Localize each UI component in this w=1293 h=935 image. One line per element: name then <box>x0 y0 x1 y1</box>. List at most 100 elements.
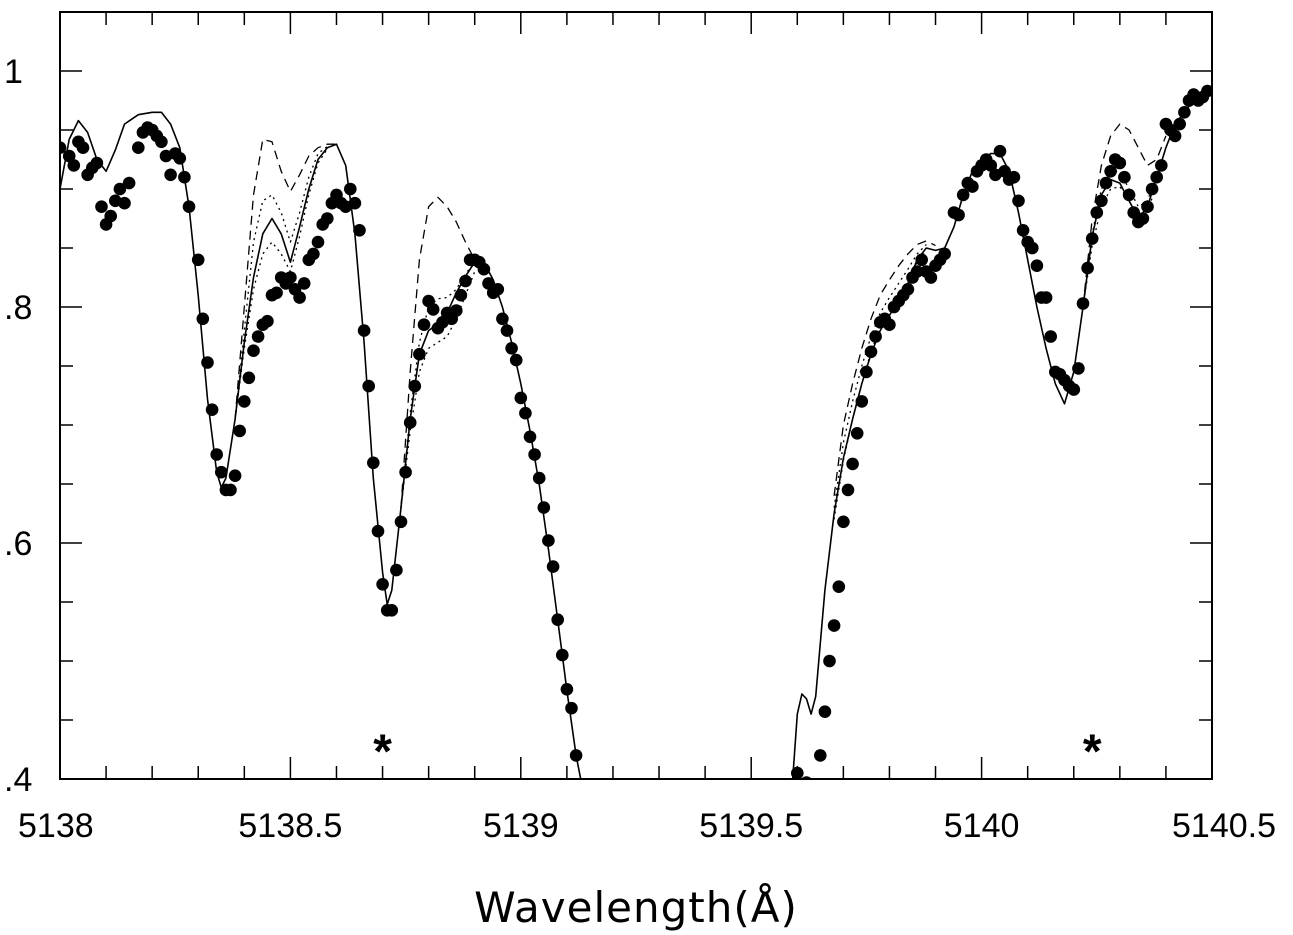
observed-point <box>500 324 514 337</box>
observed-point <box>224 483 237 497</box>
star-annotation: * <box>373 726 392 779</box>
observed-point <box>413 347 426 361</box>
observed-point <box>1085 232 1099 245</box>
x-tick-label: 5140 <box>944 807 1020 845</box>
observed-point <box>67 159 81 172</box>
observed-point <box>924 271 938 284</box>
observed-point <box>205 403 219 417</box>
observed-point <box>1099 176 1113 190</box>
observed-point <box>321 212 334 225</box>
observed-point <box>173 152 187 165</box>
observed-point <box>966 180 979 193</box>
observed-point <box>454 288 468 302</box>
observed-point <box>426 303 440 316</box>
observed-point <box>1012 194 1025 208</box>
observed-point <box>450 304 463 317</box>
x-tick-label: 5139.5 <box>699 807 803 845</box>
y-tick-label: .4 <box>4 761 32 799</box>
model-dashed-line <box>1082 123 1167 308</box>
observed-point <box>855 395 869 408</box>
observed-point <box>915 253 928 267</box>
observed-point <box>132 141 145 154</box>
observed-point <box>90 156 104 170</box>
observed-point <box>956 188 970 202</box>
observed-point <box>1007 170 1021 184</box>
observed-point <box>293 291 306 304</box>
observed-point <box>233 424 246 438</box>
observed-point <box>832 580 846 593</box>
observed-point <box>307 247 320 261</box>
observed-point <box>993 144 1007 158</box>
observed-point <box>60 141 67 154</box>
observed-point <box>201 356 214 369</box>
observed-point <box>509 353 523 367</box>
observed-point <box>399 465 412 479</box>
observed-point <box>417 318 431 332</box>
observed-point <box>901 283 915 296</box>
y-tick-label: .8 <box>4 289 32 327</box>
axis-ticks <box>59 11 1213 780</box>
observed-point <box>477 262 491 276</box>
observed-point <box>1178 106 1191 119</box>
observed-point <box>1090 206 1104 219</box>
observed-point <box>178 170 191 184</box>
observed-point <box>883 318 896 332</box>
observed-point <box>864 345 878 359</box>
model-dashed-line <box>234 138 337 420</box>
observed-point <box>459 274 472 288</box>
observed-point <box>394 515 408 529</box>
observed-point <box>357 324 371 337</box>
observed-point <box>1030 259 1044 273</box>
model-solid-line <box>60 111 582 779</box>
observed-point <box>818 705 832 718</box>
observed-point <box>228 469 242 483</box>
annotations: * * <box>373 726 1102 779</box>
observed-point <box>270 286 283 300</box>
observed-point <box>1136 212 1150 225</box>
observed-point <box>353 224 366 237</box>
observed-point <box>1150 170 1163 184</box>
observed-point <box>261 314 274 328</box>
observed-point <box>869 330 882 343</box>
observed-point <box>1118 170 1131 184</box>
observed-point <box>164 168 177 182</box>
observed-point <box>191 253 205 267</box>
observed-point <box>505 342 518 355</box>
plot-area <box>60 84 1212 779</box>
observed-point <box>371 524 385 538</box>
observed-point <box>537 501 551 514</box>
observed-point <box>519 406 532 420</box>
observed-point <box>1076 297 1090 310</box>
observed-point <box>113 182 127 196</box>
observed-point <box>367 456 380 470</box>
observed-point <box>523 430 537 444</box>
observed-point <box>104 209 117 223</box>
x-tick-labels: 5138 5138.5 5139 5139.5 5140 5140.5 <box>18 807 1276 845</box>
star-annotation: * <box>1083 726 1102 779</box>
observed-point <box>827 619 841 632</box>
observed-point <box>297 277 311 290</box>
model-dotted-upper-line <box>833 244 927 508</box>
observed-point <box>546 560 560 573</box>
model-dashed-line <box>400 196 485 508</box>
observed-point <box>846 457 859 471</box>
observed-point <box>247 344 260 358</box>
observed-point <box>850 427 864 440</box>
observed-point <box>408 379 422 393</box>
observed-point <box>528 448 541 461</box>
x-tick-label: 5138.5 <box>238 807 342 845</box>
observed-point <box>532 471 546 485</box>
observed-point <box>376 578 389 591</box>
observed-point <box>1127 206 1140 219</box>
observed-point <box>1026 241 1039 255</box>
observed-point <box>1141 200 1154 213</box>
observed-point <box>1095 194 1108 208</box>
y-tick-label: 1 <box>4 53 23 91</box>
x-tick-label: 5139 <box>483 807 559 845</box>
observed-point <box>196 312 210 326</box>
observed-point <box>556 648 569 662</box>
observed-point <box>1155 159 1168 172</box>
observed-point <box>122 176 136 190</box>
observed-point <box>118 196 131 210</box>
observed-point <box>242 371 256 385</box>
